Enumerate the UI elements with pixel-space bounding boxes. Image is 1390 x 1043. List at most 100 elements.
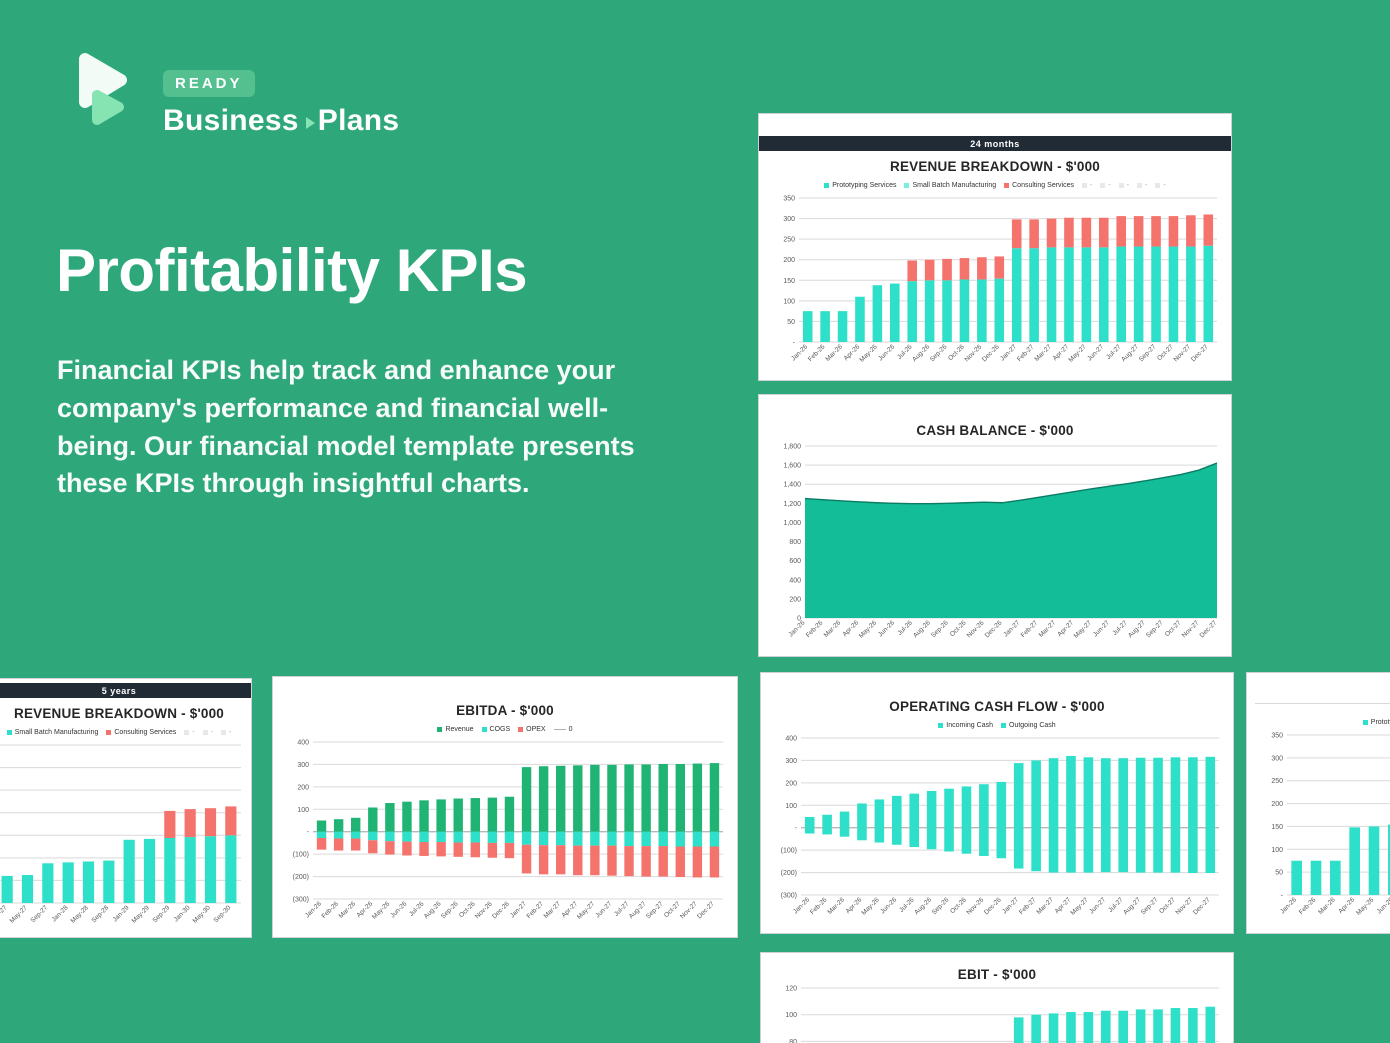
brand-name-second: Plans: [317, 104, 400, 137]
legend-swatch: [938, 722, 944, 728]
svg-text:300: 300: [783, 216, 795, 223]
svg-text:300: 300: [785, 758, 797, 765]
legend-label: -: [1108, 181, 1111, 189]
svg-text:200: 200: [1271, 801, 1283, 808]
page-title: Profitability KPIs: [56, 237, 528, 304]
legend-label: 0: [568, 725, 573, 733]
svg-text:300: 300: [1271, 755, 1283, 762]
chart-plot: 400 300 200 100- (100) (200) (300) Jan-26 Feb-26…: [279, 736, 731, 933]
legend-label: -: [1090, 181, 1093, 189]
svg-text:May-28: May-28: [70, 904, 91, 925]
svg-text:Aug-26: Aug-26: [911, 343, 931, 363]
svg-text:Aug-26: Aug-26: [912, 619, 932, 639]
chart-plot: Jan-27 May-27 Sep-27 Jan-28 May-28 Sep-28 Jan-…: [0, 739, 245, 933]
svg-text:-: -: [307, 829, 310, 836]
svg-text:Oct-26: Oct-26: [949, 619, 968, 638]
legend-swatch: [553, 728, 566, 730]
svg-text:Apr-26: Apr-26: [1337, 896, 1356, 915]
svg-text:200: 200: [783, 257, 795, 264]
svg-text:600: 600: [789, 558, 801, 565]
revenue-breakdown-24m-card: 24 months REVENUE BREAKDOWN - $'000 Prot…: [758, 113, 1232, 381]
legend-item-muted: -: [202, 729, 213, 736]
svg-text:Feb-27: Feb-27: [1016, 343, 1036, 363]
svg-text:120: 120: [785, 986, 797, 993]
legend-label: -: [1163, 181, 1166, 189]
legend-swatch: [518, 726, 524, 732]
svg-text:Jan-29: Jan-29: [112, 904, 131, 923]
svg-text:Dec-27: Dec-27: [1190, 343, 1210, 363]
svg-text:Sep-26: Sep-26: [930, 619, 950, 639]
legend-swatch: [1082, 182, 1087, 188]
svg-text:100: 100: [297, 807, 309, 814]
svg-text:200: 200: [789, 596, 801, 603]
svg-text:Jan-27: Jan-27: [0, 904, 9, 923]
svg-text:May-27: May-27: [576, 900, 597, 921]
svg-text:1,200: 1,200: [783, 501, 801, 508]
svg-text:150: 150: [1271, 824, 1283, 831]
period-strip: 5 years: [0, 683, 251, 698]
svg-text:Nov-26: Nov-26: [966, 896, 986, 916]
svg-text:Nov-26: Nov-26: [474, 900, 494, 920]
svg-text:Jun-26: Jun-26: [389, 900, 408, 919]
svg-text:100: 100: [785, 803, 797, 810]
ebit-card: EBIT - $'000 12010080604020-Jan-26Feb-26…: [760, 952, 1234, 1043]
svg-text:400: 400: [785, 736, 797, 743]
legend-swatch: [202, 729, 208, 735]
svg-text:Dec-27: Dec-27: [1192, 896, 1212, 916]
svg-text:150: 150: [783, 278, 795, 285]
svg-text:Feb-26: Feb-26: [1298, 896, 1318, 916]
svg-text:800: 800: [789, 539, 801, 546]
legend-swatch: [1004, 182, 1010, 188]
svg-text:May-27: May-27: [9, 904, 30, 925]
svg-text:250: 250: [1271, 778, 1283, 785]
svg-text:Sep-27: Sep-27: [1138, 343, 1158, 363]
chart-plot: 12010080604020-Jan-26Feb-26Mar-26Apr-26M…: [767, 984, 1227, 1043]
legend-swatch: [1118, 182, 1124, 188]
svg-text:50: 50: [787, 319, 795, 326]
legend-swatch: [1155, 182, 1161, 188]
svg-text:200: 200: [785, 780, 797, 787]
svg-text:Mar-27: Mar-27: [1038, 619, 1058, 639]
chart-title: EBIT - $'000: [957, 967, 1037, 982]
svg-text:50: 50: [1275, 870, 1283, 877]
svg-text:Sep-30: Sep-30: [212, 904, 232, 924]
legend-item: Small Batch Manufacturing: [904, 182, 996, 189]
card-separator: [1255, 703, 1390, 704]
svg-text:Jun-27: Jun-27: [1086, 343, 1105, 362]
svg-text:Feb-27: Feb-27: [1020, 619, 1040, 639]
svg-text:Feb-26: Feb-26: [805, 619, 825, 639]
svg-text:Aug-27: Aug-27: [1122, 896, 1142, 916]
chart-plot: 1,800 1,600 1,400 1,200 1,000 800 600 400 200 0 Ja…: [765, 440, 1225, 652]
svg-text:Aug-26: Aug-26: [913, 896, 933, 916]
svg-text:(100): (100): [293, 852, 309, 859]
svg-text:Jun-26: Jun-26: [877, 619, 896, 638]
legend-swatch: [1137, 182, 1143, 188]
svg-text:May-29: May-29: [131, 904, 152, 925]
chart-legend: Small Batch Manufacturing Consulting Serv…: [0, 727, 251, 737]
operating-cash-flow-card: OPERATING CASH FLOW - $'000 Incoming Cas…: [760, 672, 1234, 934]
svg-text:Sep-26: Sep-26: [440, 900, 460, 920]
legend-item: Revenue: [437, 726, 474, 733]
chart-title: REVENUE BREAKDOWN - $'000: [890, 159, 1100, 174]
svg-text:Mar-26: Mar-26: [823, 619, 843, 639]
svg-text:1,800: 1,800: [783, 444, 801, 451]
svg-text:(200): (200): [781, 870, 797, 877]
legend-swatch: [824, 182, 830, 188]
legend-label: Small Batch Manufacturing: [912, 181, 997, 189]
brand-play-icon: [72, 50, 142, 137]
svg-text:Dec-27: Dec-27: [696, 900, 716, 920]
legend-swatch: [1362, 719, 1368, 725]
svg-text:Sep-27: Sep-27: [1140, 896, 1160, 916]
legend-label: -: [1145, 181, 1148, 189]
svg-text:Dec-26: Dec-26: [983, 896, 1003, 916]
svg-text:Sep-28: Sep-28: [90, 904, 110, 924]
legend-item: 0: [553, 725, 573, 733]
svg-text:-: -: [795, 825, 798, 832]
svg-text:Jan-28: Jan-28: [51, 904, 70, 923]
svg-text:Sep-27: Sep-27: [1145, 619, 1165, 639]
svg-text:Jun-27: Jun-27: [1092, 619, 1111, 638]
svg-text:-: -: [793, 340, 796, 347]
